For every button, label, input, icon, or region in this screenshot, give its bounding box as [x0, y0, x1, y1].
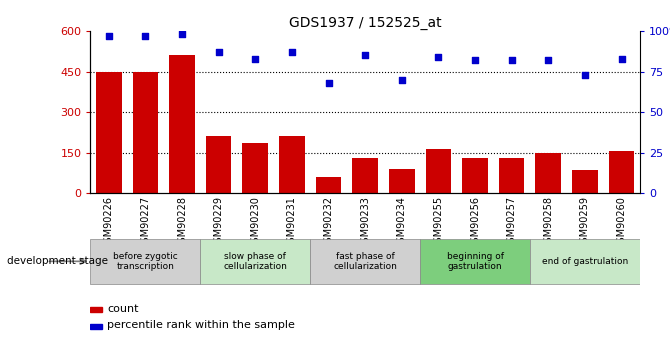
Bar [133, 71, 158, 193]
Point [287, 49, 297, 55]
Point [103, 33, 114, 39]
Text: slow phase of
cellularization: slow phase of cellularization [223, 252, 287, 271]
FancyBboxPatch shape [420, 239, 530, 284]
FancyBboxPatch shape [530, 239, 640, 284]
Bar [206, 136, 231, 193]
Point [433, 54, 444, 60]
Bar [279, 136, 305, 193]
Point [580, 72, 590, 78]
Bar [609, 151, 634, 193]
Bar [499, 158, 525, 193]
Point [616, 56, 627, 61]
Point [140, 33, 151, 39]
Point [213, 49, 224, 55]
Point [323, 80, 334, 86]
Text: beginning of
gastrulation: beginning of gastrulation [446, 252, 504, 271]
Bar [352, 158, 378, 193]
Text: end of gastrulation: end of gastrulation [542, 257, 628, 266]
Point [543, 58, 553, 63]
Title: GDS1937 / 152525_at: GDS1937 / 152525_at [289, 16, 442, 30]
Bar [462, 158, 488, 193]
Bar [90, 307, 102, 312]
Bar [572, 170, 598, 193]
Bar [170, 55, 195, 193]
Text: percentile rank within the sample: percentile rank within the sample [107, 320, 295, 330]
Bar [316, 177, 341, 193]
FancyBboxPatch shape [200, 239, 310, 284]
Text: before zygotic
transcription: before zygotic transcription [113, 252, 178, 271]
FancyBboxPatch shape [310, 239, 420, 284]
FancyBboxPatch shape [90, 239, 200, 284]
Point [470, 58, 480, 63]
Point [360, 52, 371, 58]
Point [397, 77, 407, 82]
Bar [243, 143, 268, 193]
Text: development stage: development stage [7, 256, 108, 266]
Point [177, 31, 188, 37]
Bar [96, 71, 121, 193]
Text: count: count [107, 304, 139, 314]
Bar [425, 149, 451, 193]
Bar [389, 169, 415, 193]
Point [250, 56, 261, 61]
Text: fast phase of
cellularization: fast phase of cellularization [333, 252, 397, 271]
Bar [535, 152, 561, 193]
Point [507, 58, 517, 63]
Bar [90, 324, 102, 329]
